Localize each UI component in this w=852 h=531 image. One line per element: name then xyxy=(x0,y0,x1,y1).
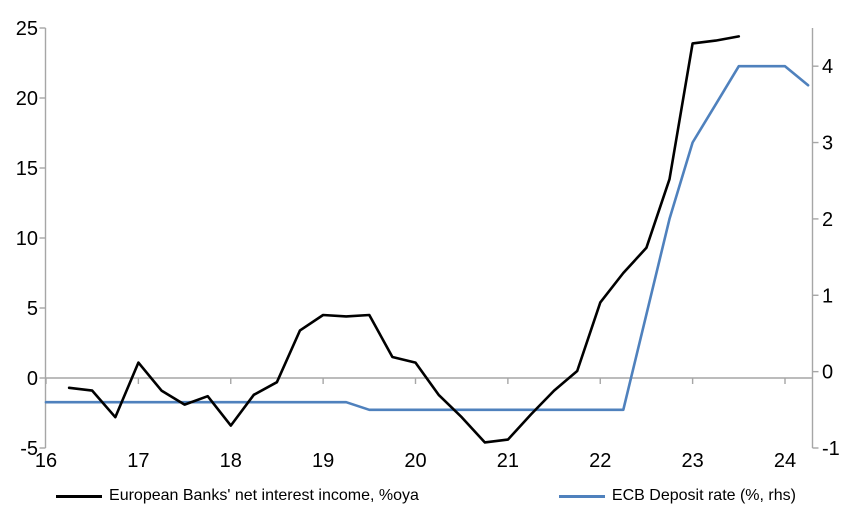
x-axis-tick-label: 24 xyxy=(774,450,796,472)
left-axis-tick-label: 0 xyxy=(27,368,38,390)
right-axis-tick-label: 0 xyxy=(822,362,833,384)
x-axis-tick-label: 21 xyxy=(497,450,519,472)
legend-item-ecb-deposit-rate: ECB Deposit rate (%, rhs) xyxy=(558,487,796,505)
left-axis-tick-label: 25 xyxy=(16,18,38,40)
left-axis-tick-label: 15 xyxy=(16,158,38,180)
right-axis-tick-label: 4 xyxy=(822,56,833,78)
series-line-ecb-deposit-rate xyxy=(44,64,810,412)
left-axis-tick-label: 5 xyxy=(27,298,38,320)
x-axis-tick-label: 22 xyxy=(589,450,611,472)
x-axis-tick-label: 18 xyxy=(220,450,242,472)
left-axis-tick-label: 10 xyxy=(16,228,38,250)
legend-item-net-interest-income: European Banks' net interest income, %oy… xyxy=(56,487,419,505)
left-axis-tick-label: 20 xyxy=(16,88,38,110)
nii-line-swatch-icon xyxy=(56,494,103,498)
series-line-net-interest-income xyxy=(67,35,741,444)
ecb-line-swatch-icon xyxy=(558,494,605,498)
x-axis-tick-label: 16 xyxy=(35,450,57,472)
x-axis-tick-label: 17 xyxy=(127,450,149,472)
right-axis-tick-label: 2 xyxy=(822,209,833,231)
right-axis-tick-label: 3 xyxy=(822,133,833,155)
right-axis-tick-label: -1 xyxy=(822,438,840,460)
left-axis-tick-label: -5 xyxy=(20,438,38,460)
x-axis-tick-label: 19 xyxy=(312,450,334,472)
x-axis-tick-label: 20 xyxy=(404,450,426,472)
legend: European Banks' net interest income, %oy… xyxy=(0,487,852,505)
legend-label-ecb-deposit-rate: ECB Deposit rate (%, rhs) xyxy=(611,487,796,504)
x-axis-tick-label: 23 xyxy=(682,450,704,472)
legend-label-net-interest-income: European Banks' net interest income, %oy… xyxy=(109,487,419,504)
right-axis-tick-label: 1 xyxy=(822,285,833,307)
